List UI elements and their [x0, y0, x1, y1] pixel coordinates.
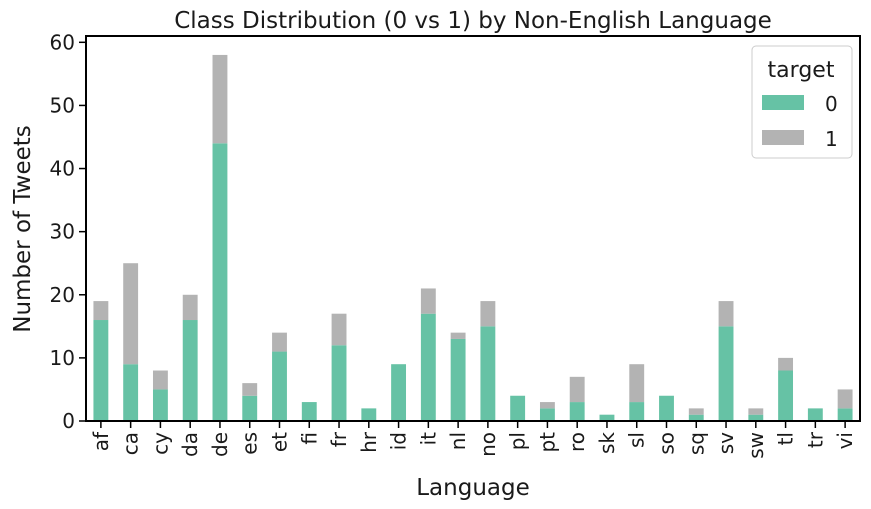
x-tick-label: nl — [446, 432, 470, 450]
bar-pt-series-0 — [539, 408, 555, 421]
x-tick-label: no — [476, 432, 500, 457]
y-tick-label: 20 — [50, 283, 75, 307]
y-axis: 0 10 20 30 40 50 60 — [50, 30, 86, 433]
bar-cy-series-0 — [152, 389, 168, 421]
bar-ro-series-1 — [569, 376, 585, 403]
bar-fr-series-1 — [331, 313, 347, 346]
bar-id-series-0 — [391, 364, 407, 421]
bar-de-series-1 — [212, 54, 228, 144]
x-tick-label: cy — [148, 432, 172, 455]
y-axis-label: Number of Tweets — [10, 125, 36, 333]
legend-title: target — [768, 58, 835, 83]
legend-swatch-1 — [762, 130, 804, 145]
x-tick-label: sl — [625, 432, 649, 448]
bar-sq-series-1 — [688, 408, 704, 415]
bar-et-series-1 — [272, 332, 287, 352]
x-tick-label: so — [655, 432, 679, 455]
x-tick-label: pl — [506, 432, 530, 450]
y-tick-label: 50 — [50, 93, 75, 117]
x-axis: af ca cy da de es et fi fr hr id it nl no pl pt ro sk sl so… — [89, 421, 857, 459]
bar-tl-series-1 — [778, 357, 794, 371]
x-tick-label: de — [208, 432, 232, 457]
x-tick-label: tr — [803, 431, 827, 448]
bar-it-series-0 — [420, 313, 436, 421]
bar-sl-series-0 — [629, 402, 645, 421]
bar-tl-series-0 — [778, 370, 794, 421]
bar-fi-series-0 — [301, 402, 317, 421]
bar-da-series-1 — [182, 294, 198, 321]
x-tick-label: tl — [774, 432, 798, 445]
x-tick-label: fr — [327, 431, 351, 447]
bar-nl-series-1 — [450, 332, 466, 339]
bar-de-series-0 — [212, 143, 228, 422]
x-tick-label: da — [178, 432, 202, 457]
bar-sl-series-1 — [629, 364, 645, 403]
bar-af-series-0 — [93, 320, 109, 421]
x-tick-label: sq — [684, 432, 708, 455]
bar-ro-series-0 — [569, 402, 585, 421]
legend-label-0: 0 — [825, 92, 838, 116]
x-tick-label: ro — [565, 432, 589, 452]
x-tick-label: pt — [535, 432, 559, 453]
chart-title: Class Distribution (0 vs 1) by Non-Engli… — [174, 8, 772, 34]
bar-fr-series-0 — [331, 345, 347, 421]
bars-group — [93, 54, 853, 422]
bar-so-series-0 — [659, 395, 674, 421]
bar-hr-series-0 — [361, 408, 377, 421]
legend-swatch-0 — [762, 95, 804, 110]
bar-es-series-0 — [242, 395, 258, 421]
x-tick-label: et — [268, 432, 292, 452]
bar-sv-series-0 — [718, 326, 734, 421]
y-tick-label: 40 — [50, 157, 75, 181]
bar-pt-series-1 — [539, 402, 555, 409]
bar-vi-series-0 — [837, 408, 853, 421]
bar-sw-series-1 — [748, 408, 764, 415]
bar-tr-series-0 — [807, 408, 823, 421]
x-tick-label: it — [416, 432, 440, 446]
legend: target 0 1 — [751, 45, 853, 159]
x-tick-label: vi — [833, 432, 857, 449]
x-tick-label: sk — [595, 432, 619, 454]
y-tick-label: 10 — [50, 346, 75, 370]
bar-af-series-1 — [93, 301, 109, 321]
x-tick-label: hr — [357, 431, 381, 453]
bar-sw-series-0 — [748, 414, 764, 421]
bar-sq-series-0 — [688, 414, 704, 421]
bar-no-series-0 — [480, 326, 496, 421]
legend-label-1: 1 — [825, 127, 838, 151]
bar-sv-series-1 — [718, 301, 734, 327]
bar-it-series-1 — [420, 288, 436, 314]
bar-cy-series-1 — [152, 370, 168, 390]
bar-no-series-1 — [480, 301, 496, 327]
y-tick-label: 30 — [50, 220, 75, 244]
y-tick-label: 60 — [50, 30, 75, 54]
x-tick-label: fi — [297, 432, 321, 445]
bar-vi-series-1 — [837, 389, 853, 409]
y-tick-label: 0 — [62, 409, 75, 433]
bar-es-series-1 — [242, 383, 258, 396]
x-tick-label: af — [89, 431, 113, 451]
bar-ca-series-0 — [123, 364, 139, 421]
x-tick-label: es — [238, 432, 262, 455]
x-tick-label: sw — [744, 432, 768, 459]
x-tick-label: sv — [714, 432, 738, 454]
x-axis-label: Language — [416, 475, 530, 501]
x-tick-label: id — [387, 432, 411, 450]
bar-nl-series-0 — [450, 338, 466, 421]
bar-da-series-0 — [182, 320, 198, 421]
bar-et-series-0 — [272, 351, 287, 421]
bar-pl-series-0 — [510, 395, 526, 421]
x-tick-label: ca — [119, 432, 143, 455]
bar-sk-series-0 — [599, 414, 615, 421]
bar-ca-series-1 — [123, 263, 139, 365]
plot-frame — [85, 35, 861, 422]
